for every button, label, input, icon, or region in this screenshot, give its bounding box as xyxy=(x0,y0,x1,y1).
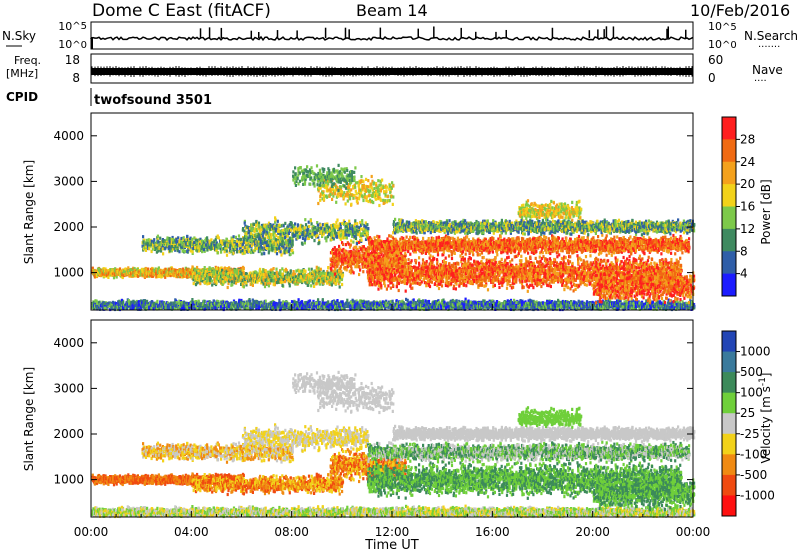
noise-line xyxy=(91,37,693,40)
freq-trace xyxy=(92,66,692,77)
power-cell xyxy=(144,299,146,302)
nave-label: Nave xyxy=(752,63,783,77)
nave-dots: ···· xyxy=(754,76,767,87)
freq-ytick-top-right: 60 xyxy=(708,53,723,67)
noise-ytick-bottom-left: 10^0 xyxy=(58,38,87,51)
power-cell xyxy=(156,300,158,303)
power-cell xyxy=(204,300,206,303)
cpid-name: twofsound 3501 xyxy=(94,93,212,108)
noise-ytick-top-right: 10^5 xyxy=(708,20,737,33)
power-cell xyxy=(128,299,130,302)
power-cell xyxy=(204,304,206,307)
nsearch-dots: ······· xyxy=(758,42,780,53)
noise-ytick-bottom-right: 10^0 xyxy=(708,38,737,51)
power-cell xyxy=(191,298,193,301)
beam-title: Beam 14 xyxy=(356,1,428,20)
noise-trace xyxy=(91,26,693,49)
date-title: 10/Feb/2016 xyxy=(690,1,790,20)
freq-panel: 18 8 60 0 Freq. [MHz] Nave ···· xyxy=(6,53,783,87)
power-cell xyxy=(198,300,200,303)
noise-ytick-top-left: 10^5 xyxy=(58,20,87,33)
noise-panel-frame xyxy=(91,22,693,49)
nsearch-label: N.Search xyxy=(744,29,798,43)
noise-panel: 10^5 10^0 10^5 10^0 N.Sky N.Search ·····… xyxy=(2,20,798,53)
freq-ytick-top-left: 18 xyxy=(65,53,80,67)
freq-label-line2: [MHz] xyxy=(6,67,38,80)
nsky-label: N.Sky xyxy=(2,29,36,43)
freq-ytick-bottom-right: 0 xyxy=(708,71,716,85)
station-title: Dome C East (fitACF) xyxy=(92,1,271,21)
freq-label-line1: Freq. xyxy=(14,54,41,67)
rti-figure: Dome C East (fitACF) Beam 14 10/Feb/2016… xyxy=(0,0,800,554)
cpid-label: CPID xyxy=(6,90,38,104)
freq-ytick-bottom-left: 8 xyxy=(72,71,80,85)
power-scatter xyxy=(91,164,696,311)
